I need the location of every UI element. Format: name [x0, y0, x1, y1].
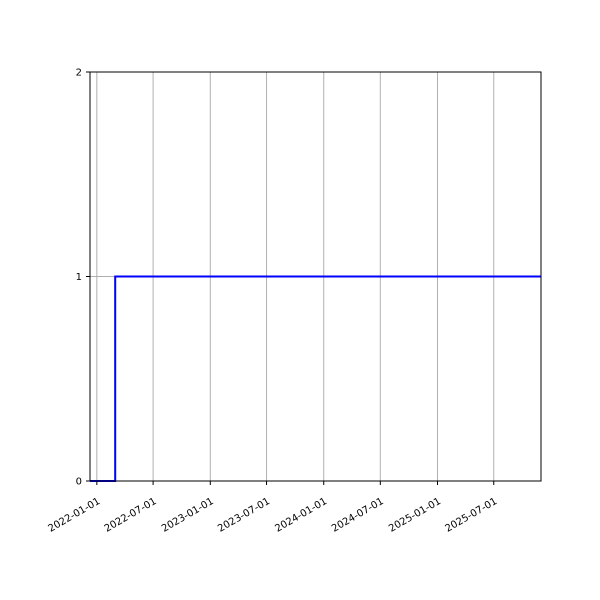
y-tick-label: 0 — [76, 477, 82, 488]
x-tick-label: 2025-07-01 — [443, 496, 499, 535]
x-tick-label: 2025-01-01 — [387, 496, 443, 535]
x-tick-label: 2023-07-01 — [216, 496, 272, 535]
x-tick-label: 2024-01-01 — [273, 496, 329, 535]
x-tick-label: 2022-07-01 — [103, 496, 159, 535]
x-tick-label: 2024-07-01 — [330, 496, 386, 535]
y-tick-label: 2 — [76, 68, 82, 79]
y-tick-label: 1 — [76, 272, 82, 283]
x-tick-label: 2023-01-01 — [160, 496, 216, 535]
x-tick-label: 2022-01-01 — [46, 496, 102, 535]
